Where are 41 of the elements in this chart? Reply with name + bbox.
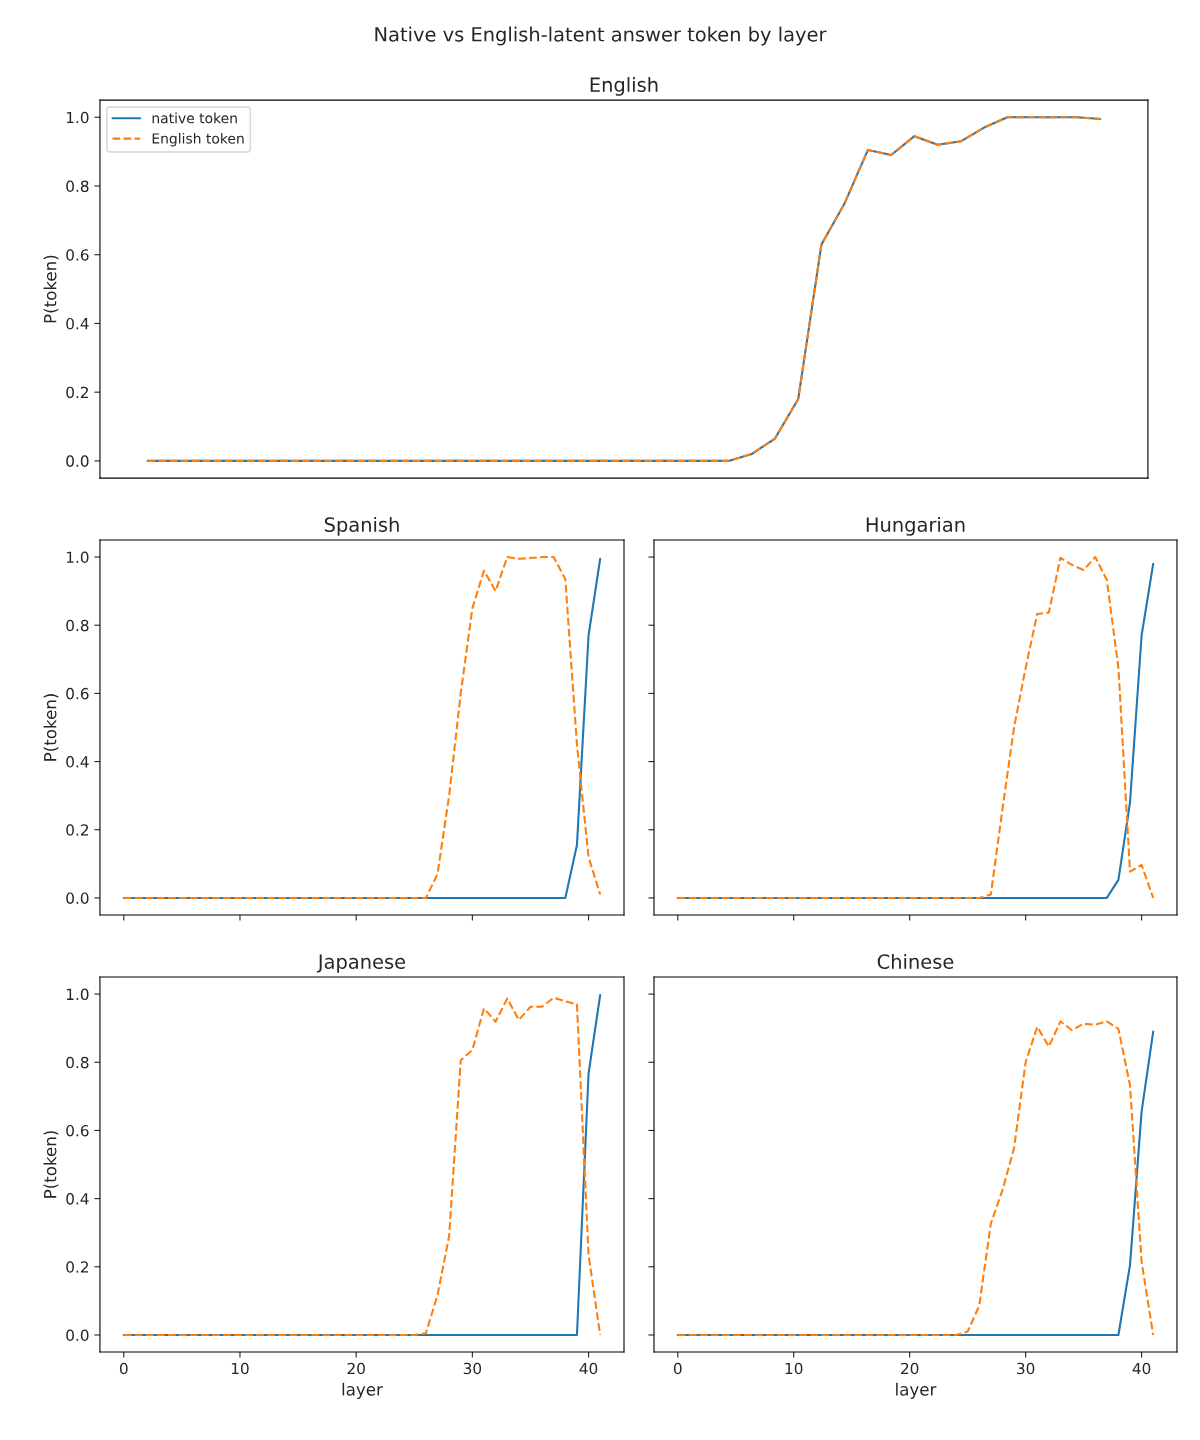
y-tick-label: 0.2 [66, 824, 89, 836]
x-tick-label: 30 [1017, 1362, 1035, 1375]
y-tick-label: 1.0 [66, 551, 89, 564]
y-tick-label: 0.6 [66, 1124, 89, 1137]
chart-title: Chinese [877, 953, 954, 969]
y-tick-label: 0.8 [66, 180, 89, 193]
y-tick-label: 0.0 [66, 1329, 89, 1341]
y-tick-label: 0.8 [66, 619, 89, 632]
y-tick-label: 0.2 [66, 386, 89, 399]
x-tick-label: 20 [901, 1362, 919, 1375]
chart-title: English [590, 76, 658, 96]
x-tick-label: 0 [673, 1362, 682, 1375]
chart-title: Spanish [324, 516, 399, 536]
x-tick-label: 10 [231, 1362, 249, 1375]
chart-title: Hungarian [866, 516, 965, 536]
x-tick-label: 30 [463, 1362, 482, 1375]
y-tick-label: 0.6 [66, 249, 89, 261]
x-tick-label: 40 [1132, 1362, 1151, 1375]
y-tick-label: 0.2 [66, 1261, 89, 1273]
x-tick-label: 0 [119, 1362, 128, 1375]
y-tick-label: 0.0 [66, 892, 89, 904]
y-axis-title: P(token) [43, 255, 59, 323]
y-axis-title: P(token) [43, 1131, 59, 1198]
legend-label: English token [152, 132, 244, 147]
y-tick-label: 0.8 [66, 1056, 89, 1069]
x-tick-label: 10 [785, 1362, 803, 1375]
text: Native vs English-latent answer token by layer [375, 26, 827, 46]
y-tick-label: 1.0 [66, 111, 89, 124]
x-axis-title: layer [342, 1382, 383, 1399]
y-tick-label: 0.6 [66, 687, 89, 700]
x-axis-title: layer [896, 1382, 937, 1399]
y-tick-label: 0.0 [66, 455, 89, 467]
x-tick-label: 20 [347, 1362, 365, 1375]
y-tick-label: 1.0 [66, 988, 89, 1001]
chart-title: Japanese [316, 954, 406, 973]
y-axis-title: P(token) [43, 694, 59, 761]
y-tick-label: 0.4 [66, 1193, 89, 1205]
y-tick-label: 0.4 [66, 317, 89, 330]
x-tick-label: 40 [579, 1362, 598, 1375]
legend-label: native token [152, 112, 237, 124]
y-tick-label: 0.4 [66, 756, 89, 768]
